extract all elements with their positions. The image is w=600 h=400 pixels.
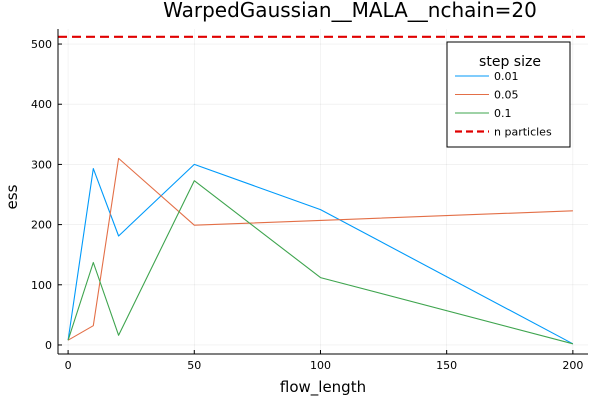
x-tick-label: 0: [65, 359, 72, 372]
chart-title: WarpedGaussian__MALA__nchain=20: [163, 0, 537, 22]
axes: [57, 29, 588, 355]
legend: step size 0.01 0.05 0.1 n particles: [446, 41, 571, 148]
y-tick-label: 300: [31, 158, 52, 171]
legend-label: 0.05: [494, 89, 519, 102]
legend-title: step size: [479, 54, 541, 70]
x-axis-label: flow_length: [280, 378, 366, 397]
ticks: 0 50 100 150 200 0 100 200 300 400 500: [31, 38, 583, 372]
series-line-0.01: [67, 163, 574, 345]
series-line-0.1: [67, 180, 574, 345]
legend-label: 0.1: [494, 107, 512, 120]
x-tick-label: 200: [562, 359, 583, 372]
y-tick-label: 200: [31, 219, 52, 232]
x-tick-label: 50: [187, 359, 201, 372]
x-tick-label: 100: [310, 359, 331, 372]
legend-label: 0.01: [494, 70, 519, 83]
y-tick-label: 100: [31, 279, 52, 292]
series-line-0.05: [67, 157, 573, 341]
legend-label: n particles: [494, 126, 552, 139]
plot-series: [58, 35, 588, 345]
y-tick-label: 500: [31, 38, 52, 51]
y-tick-label: 0: [45, 339, 52, 352]
y-tick-label: 400: [31, 98, 52, 111]
y-axis-label: ess: [3, 184, 21, 209]
x-tick-label: 150: [436, 359, 457, 372]
